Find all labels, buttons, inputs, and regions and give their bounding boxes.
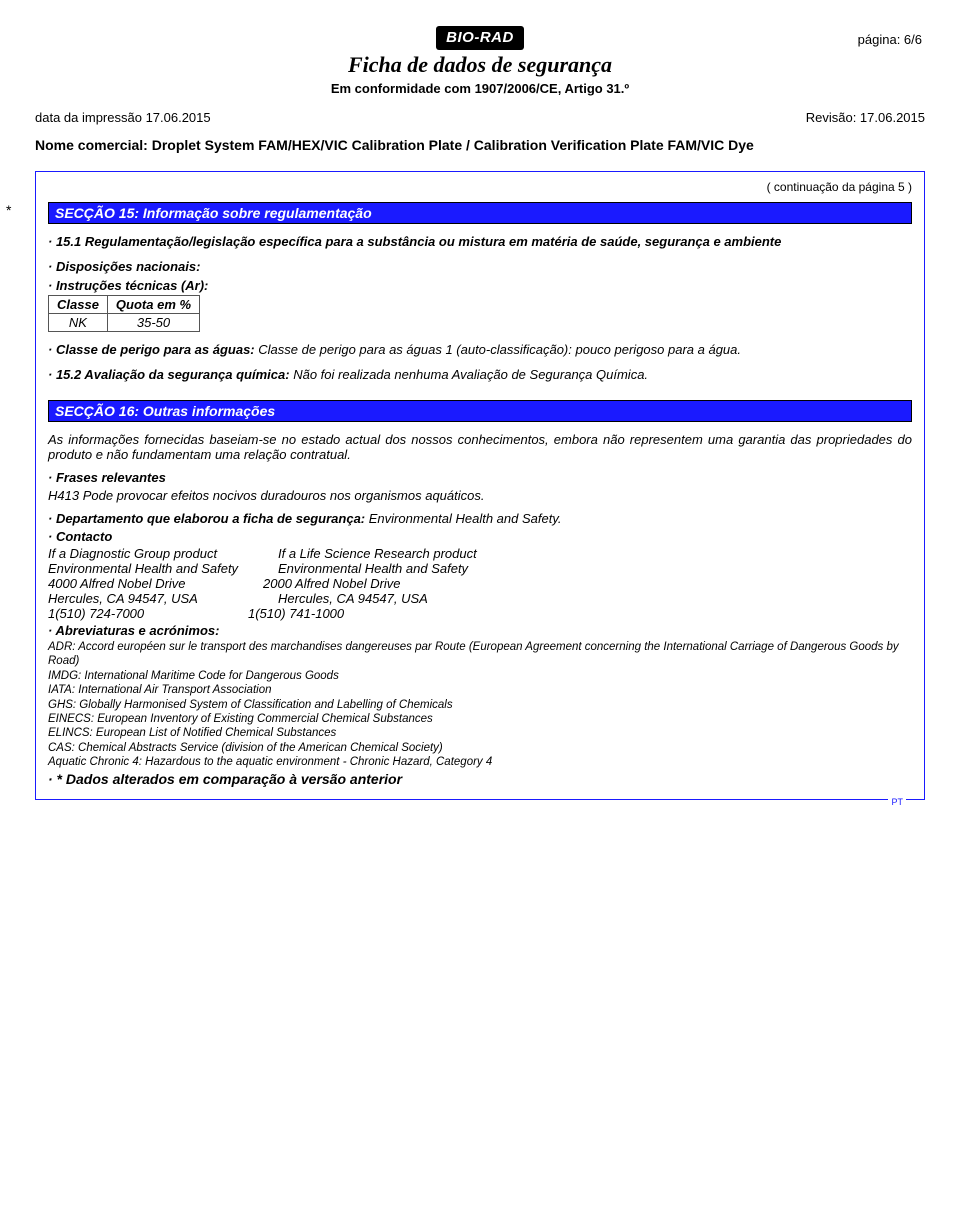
avaliacao-label: · 15.2 Avaliação da segurança química: xyxy=(48,367,290,382)
table-cell-quota: 35-50 xyxy=(107,314,199,332)
abbrev-line: ADR: Accord européen sur le transport de… xyxy=(48,640,912,669)
contact-col-b2: Environmental Health and Safety xyxy=(278,561,468,576)
change-asterisk: * xyxy=(6,202,11,218)
classe-perigo-label: · Classe de perigo para as águas: xyxy=(48,342,255,357)
frases-label: · Frases relevantes xyxy=(48,470,166,485)
doc-subtitle: Em conformidade com 1907/2006/CE, Artigo… xyxy=(35,81,925,96)
lang-tag: PT xyxy=(888,797,906,807)
brand-logo: BIO-RAD xyxy=(436,26,524,50)
abbrev-line: IMDG: International Maritime Code for Da… xyxy=(48,669,912,683)
contacto-label: · Contacto xyxy=(48,529,112,544)
dept-label: · Departamento que elaborou a ficha de s… xyxy=(48,511,365,526)
ar-table: Classe Quota em % NK 35-50 xyxy=(48,295,200,332)
section-15-heading: SECÇÃO 15: Informação sobre regulamentaç… xyxy=(48,202,912,224)
section-16-heading: SECÇÃO 16: Outras informações xyxy=(48,400,912,422)
logo-block: BIO-RAD xyxy=(35,26,925,50)
contact-col-b4: Hercules, CA 94547, USA xyxy=(278,591,428,606)
doc-title: Ficha de dados de segurança xyxy=(35,52,925,78)
abbrev-label: · Abreviaturas e acrónimos: xyxy=(48,623,219,638)
dept-value: Environmental Health and Safety. xyxy=(369,511,562,526)
abbrev-line: Aquatic Chronic 4: Hazardous to the aqua… xyxy=(48,755,912,769)
frases-text: H413 Pode provocar efeitos nocivos durad… xyxy=(48,488,912,503)
table-cell-nk: NK xyxy=(49,314,108,332)
table-header-quota: Quota em % xyxy=(107,296,199,314)
revision-date: Revisão: 17.06.2015 xyxy=(806,110,925,125)
content-frame: * ( continuação da página 5 ) SECÇÃO 15:… xyxy=(35,171,925,800)
disposicoes-nacionais: · Disposições nacionais: xyxy=(48,259,200,274)
contact-col-a1: If a Diagnostic Group product xyxy=(48,546,278,561)
contact-col-a2: Environmental Health and Safety xyxy=(48,561,278,576)
contact-col-a3: 4000 Alfred Nobel Drive xyxy=(48,576,263,591)
abbrev-line: ELINCS: European List of Notified Chemic… xyxy=(48,726,912,740)
contact-col-a5: 1(510) 724-7000 xyxy=(48,606,248,621)
header-row: data da impressão 17.06.2015 Revisão: 17… xyxy=(35,110,925,125)
contact-col-b1: If a Life Science Research product xyxy=(278,546,477,561)
classe-perigo-value: Classe de perigo para as águas 1 (auto-c… xyxy=(258,342,741,357)
avaliacao-value: Não foi realizada nenhuma Avaliação de S… xyxy=(293,367,648,382)
abbrev-line: GHS: Globally Harmonised System of Class… xyxy=(48,698,912,712)
product-name: Nome comercial: Droplet System FAM/HEX/V… xyxy=(35,137,925,153)
table-header-classe: Classe xyxy=(49,296,108,314)
print-date: data da impressão 17.06.2015 xyxy=(35,110,211,125)
page-number: página: 6/6 xyxy=(858,32,922,47)
abbrev-line: IATA: International Air Transport Associ… xyxy=(48,683,912,697)
reg-heading: · 15.1 Regulamentação/legislação específ… xyxy=(48,234,781,249)
continuation-note: ( continuação da página 5 ) xyxy=(48,180,912,194)
dados-alterados: · * Dados alterados em comparação à vers… xyxy=(48,771,912,787)
contact-col-b5: 1(510) 741-1000 xyxy=(248,606,344,621)
contact-col-a4: Hercules, CA 94547, USA xyxy=(48,591,278,606)
abbrev-block: ADR: Accord européen sur le transport de… xyxy=(48,640,912,769)
instrucoes-tecnicas: · Instruções técnicas (Ar): xyxy=(48,278,208,293)
contacto-block: If a Diagnostic Group productIf a Life S… xyxy=(48,546,912,621)
abbrev-line: CAS: Chemical Abstracts Service (divisio… xyxy=(48,741,912,755)
section16-intro: As informações fornecidas baseiam-se no … xyxy=(48,432,912,462)
contact-col-b3: 2000 Alfred Nobel Drive xyxy=(263,576,401,591)
abbrev-line: EINECS: European Inventory of Existing C… xyxy=(48,712,912,726)
